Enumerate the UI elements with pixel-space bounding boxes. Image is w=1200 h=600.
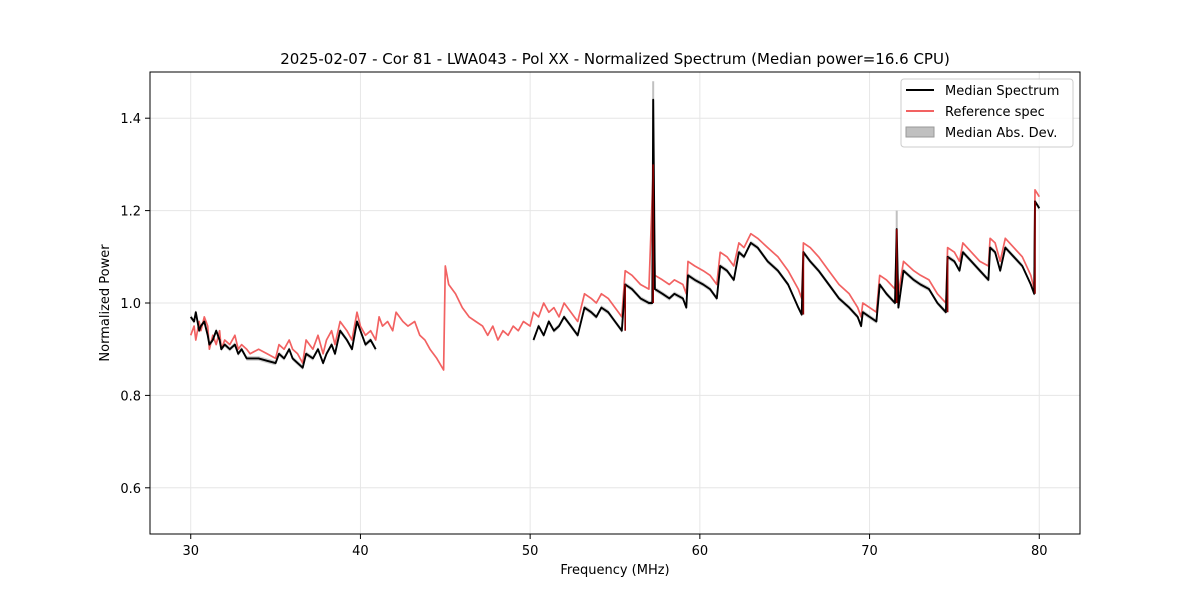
x-tick-label: 80 — [1031, 544, 1048, 559]
y-tick-label: 0.8 — [120, 389, 141, 404]
legend-box — [900, 78, 1074, 148]
x-axis-label: Frequency (MHz) — [560, 563, 669, 578]
x-tick-label: 40 — [352, 544, 369, 559]
y-tick-label: 0.6 — [120, 482, 141, 497]
legend-label: Median Spectrum — [945, 84, 1059, 99]
chart-title: 2025-02-07 - Cor 81 - LWA043 - Pol XX - … — [280, 50, 950, 68]
x-tick-label: 30 — [182, 544, 199, 559]
y-axis: 0.6 0.8 1.0 1.2 1.4 — [120, 112, 150, 497]
y-tick-label: 1.4 — [120, 112, 141, 127]
legend: Median Spectrum Reference spec Median Abs.… — [900, 78, 1074, 148]
legend-swatch-patch — [905, 126, 935, 138]
legend-label: Median Abs. Dev. — [945, 126, 1057, 141]
reference-spec-line — [189, 168, 1041, 371]
legend-label: Reference spec — [945, 105, 1045, 120]
mad-band-segment — [533, 97, 1040, 343]
grid-lines — [150, 72, 1080, 534]
y-axis-label: Normalized Power — [98, 244, 113, 362]
median-spectrum-line — [189, 311, 377, 369]
x-tick-label: 70 — [861, 544, 878, 559]
y-tick-label: 1.0 — [120, 297, 141, 312]
x-axis: 30 40 50 60 70 80 — [182, 534, 1048, 559]
x-tick-label: 60 — [692, 544, 709, 559]
median-spectrum-line — [532, 98, 1041, 341]
y-tick-label: 1.2 — [120, 205, 141, 220]
x-tick-label: 50 — [522, 544, 539, 559]
series-lines — [189, 98, 1041, 371]
